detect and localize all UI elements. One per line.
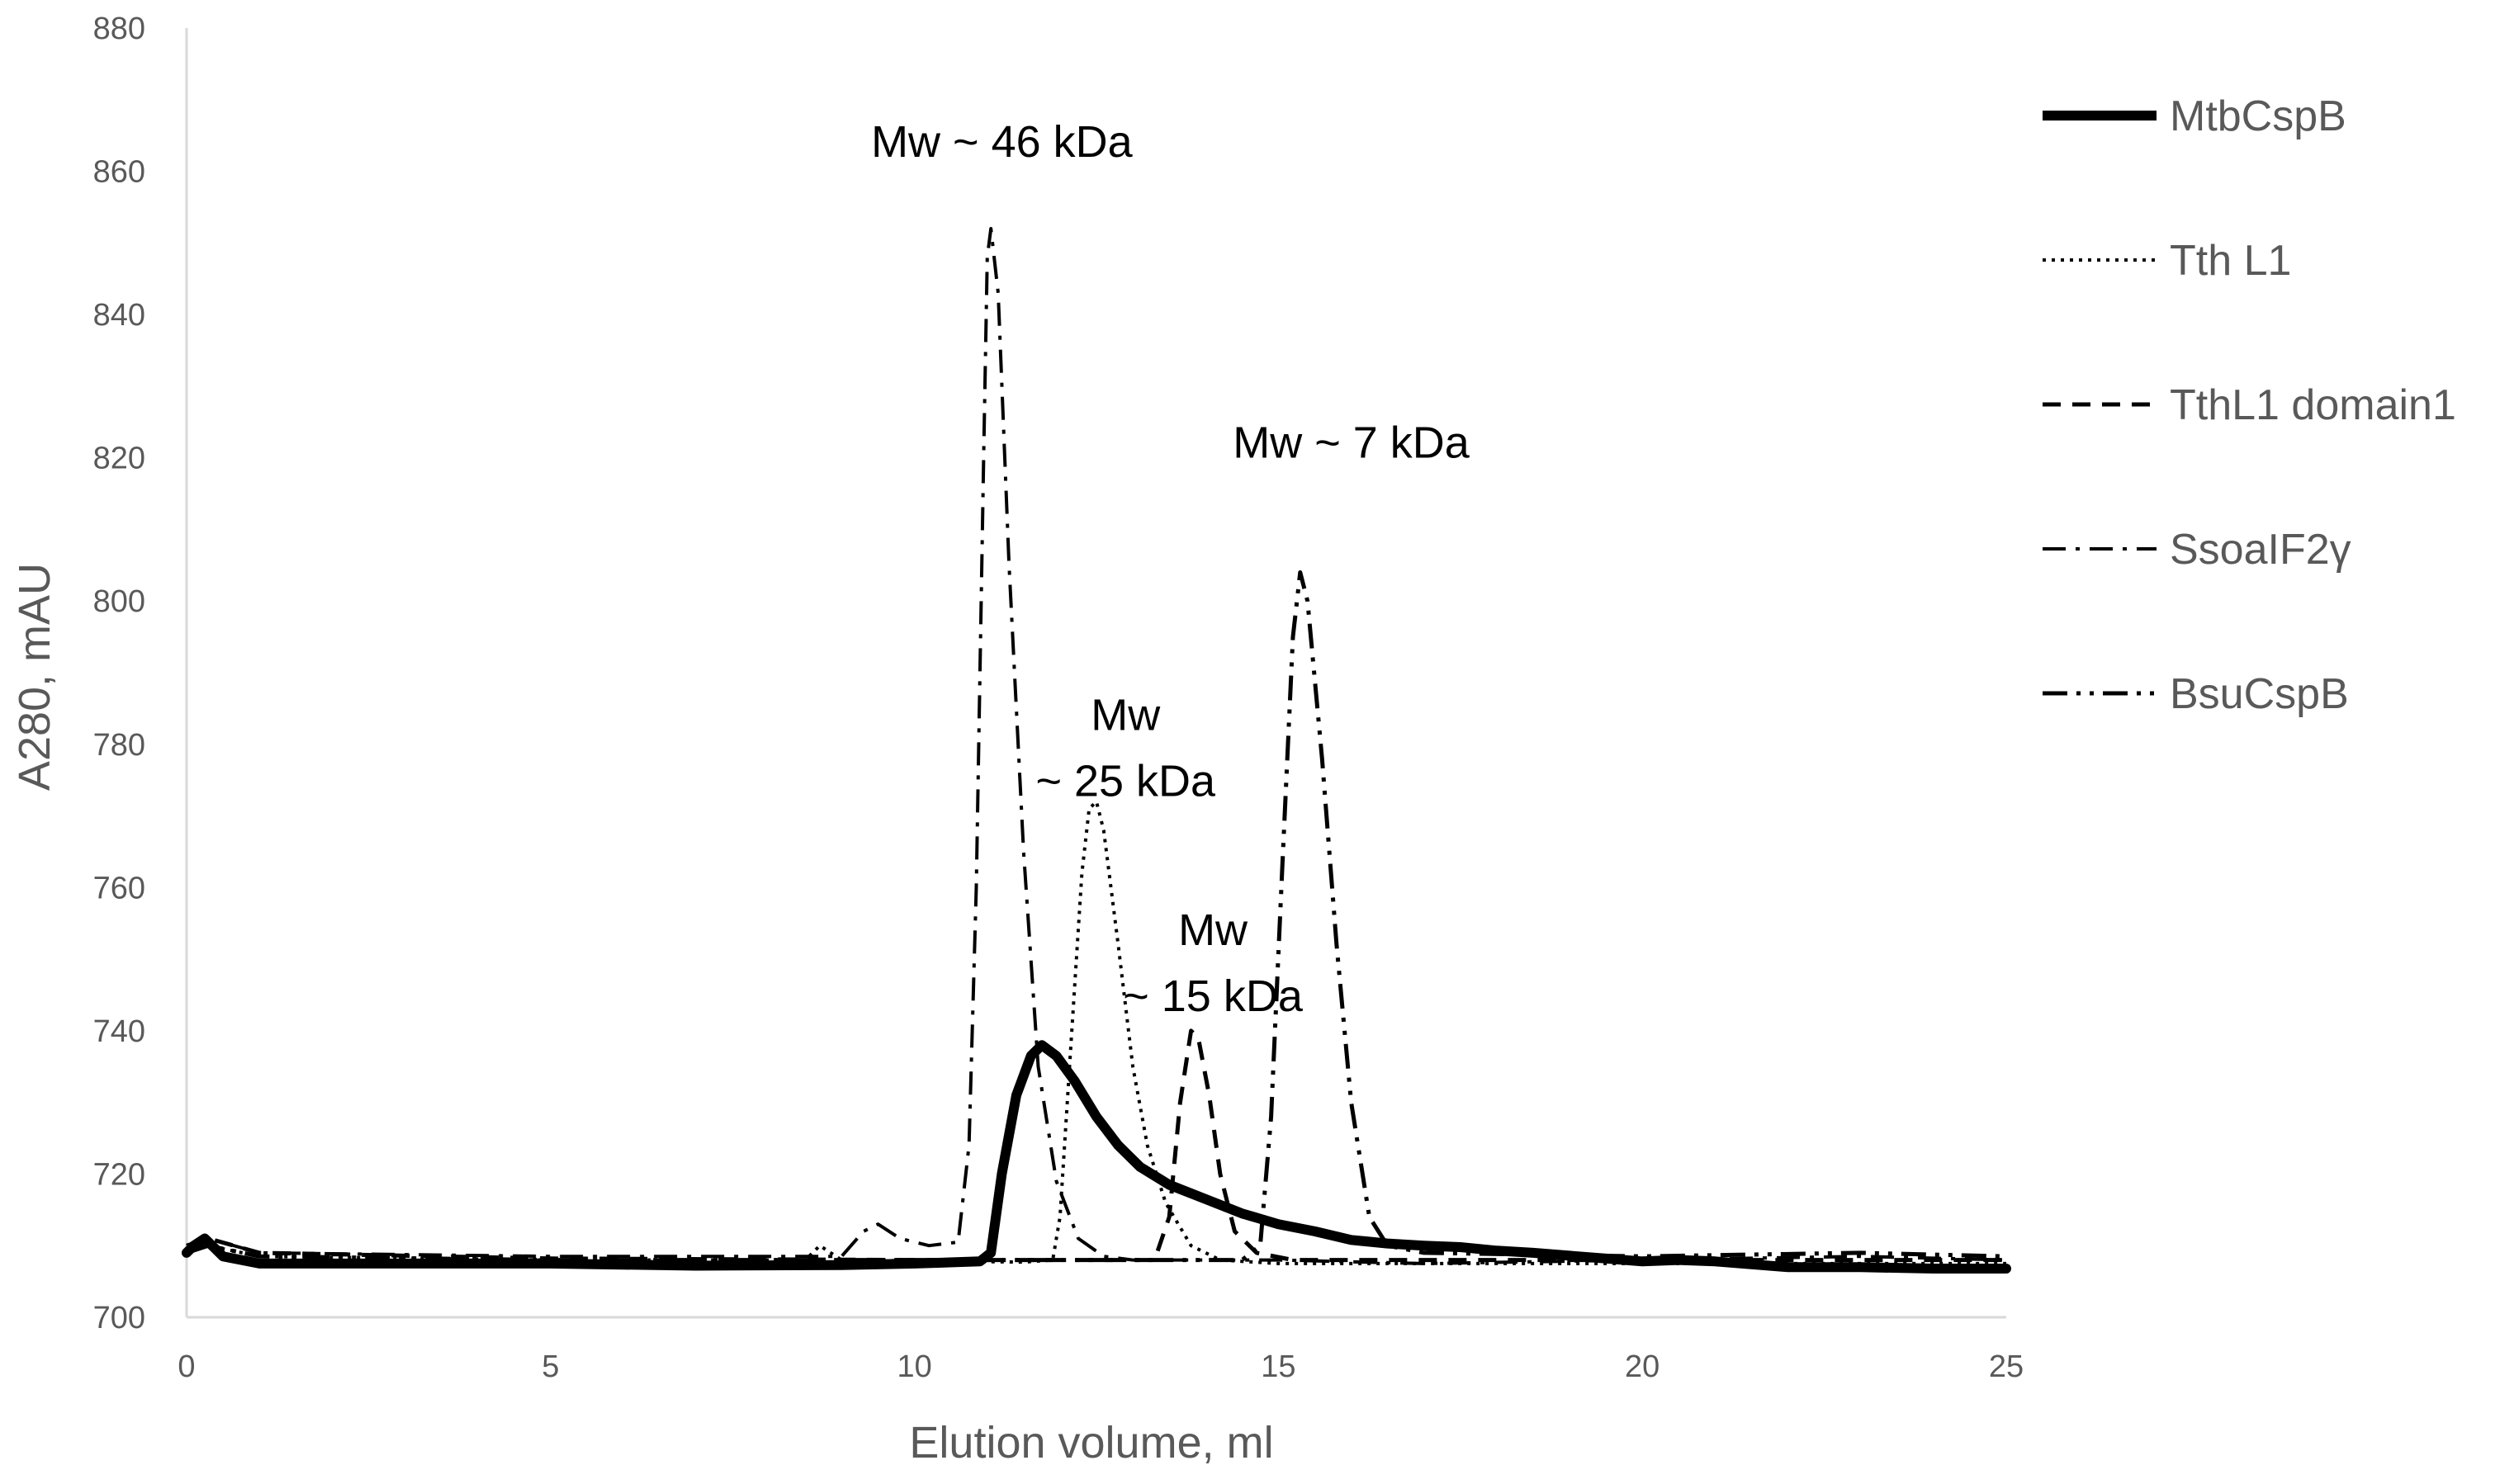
- plot-area: 0 5 10 15 20 25 700 720 740 760 780 800 820 840 860 88…: [93, 12, 2024, 1384]
- legend-label-mtbcspb: MtbCspB: [2170, 92, 2346, 140]
- legend-label-bsucspb: BsuCspB: [2170, 670, 2349, 718]
- legend-label-tthl1-domain1: TthL1 domain1: [2170, 381, 2456, 429]
- legend: MtbCspB Tth L1 TthL1 domain1 SsoaIF2γ BsuCsp…: [2043, 92, 2456, 718]
- peak-annotation: Mw ~ 46 kDa: [871, 117, 1134, 167]
- x-tick-label: 0: [178, 1349, 195, 1384]
- x-axis-title: Elution volume, ml: [909, 1418, 1273, 1467]
- y-axis-title: A280, mAU: [10, 563, 59, 791]
- series-line-tth-l1: [186, 800, 2006, 1265]
- series-line-tthl1-domain1: [186, 1028, 2006, 1263]
- annotation-line: ~ 15 kDa: [1123, 971, 1304, 1021]
- y-tick-labels: 700 720 740 760 780 800 820 840 860 880: [93, 12, 145, 1335]
- y-tick-label: 700: [93, 1301, 145, 1335]
- x-tick-labels: 0 5 10 15 20 25: [178, 1349, 2024, 1384]
- y-tick-label: 720: [93, 1157, 145, 1192]
- series-line-bsucspb: [186, 570, 2007, 1263]
- y-tick-label: 760: [93, 871, 145, 905]
- annotation-line: Mw: [1178, 905, 1248, 955]
- y-tick-label: 880: [93, 12, 145, 46]
- series-line-mtbcspb: [182, 1040, 2011, 1274]
- y-tick-label: 780: [93, 728, 145, 763]
- peak-annotation: Mw ~ 25 kDa: [1035, 690, 1216, 806]
- x-tick-label: 5: [542, 1349, 559, 1384]
- x-tick-label: 20: [1625, 1349, 1659, 1384]
- x-tick-label: 15: [1261, 1349, 1295, 1384]
- legend-label-ssoaif2: SsoaIF2γ: [2170, 526, 2351, 574]
- peak-annotation: Mw ~ 7 kDa: [1233, 418, 1470, 468]
- y-tick-label: 800: [93, 584, 145, 619]
- legend-label-tth-l1: Tth L1: [2170, 237, 2291, 285]
- annotation-line: ~ 25 kDa: [1035, 756, 1216, 806]
- peak-annotation: Mw ~ 15 kDa: [1123, 905, 1304, 1021]
- y-tick-label: 740: [93, 1014, 145, 1049]
- y-tick-label: 820: [93, 442, 145, 476]
- annotation-line: Mw: [1091, 690, 1161, 740]
- x-tick-label: 25: [1989, 1349, 2024, 1384]
- series-line-ssoaif2: [186, 227, 2007, 1265]
- y-tick-label: 860: [93, 155, 145, 190]
- peak-annotations: Mw ~ 46 kDa Mw ~ 25 kDa Mw ~ 15 kDa Mw ~ 7 kD…: [871, 117, 1470, 1021]
- series-lines: [182, 227, 2011, 1274]
- y-tick-label: 840: [93, 298, 145, 333]
- x-tick-label: 10: [897, 1349, 931, 1384]
- annotation-line: Mw ~ 46 kDa: [871, 117, 1134, 167]
- annotation-line: Mw ~ 7 kDa: [1233, 418, 1470, 468]
